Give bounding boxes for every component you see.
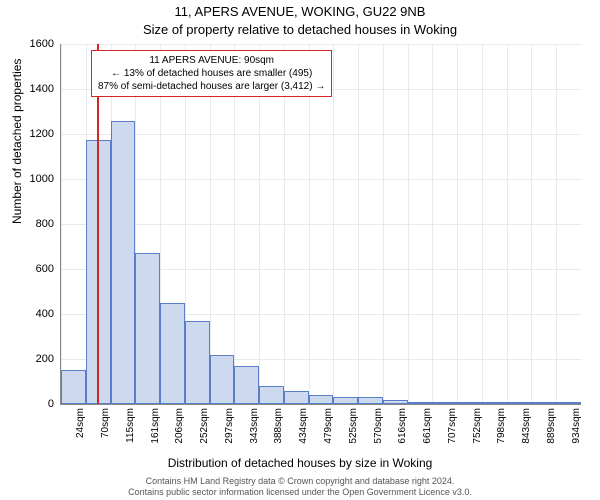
histogram-bar	[383, 400, 408, 405]
y-tick-label: 1600	[14, 38, 54, 50]
annotation-box: 11 APERS AVENUE: 90sqm ← 13% of detached…	[91, 50, 332, 97]
x-tick-label: 388sqm	[273, 408, 284, 444]
x-tick-label: 707sqm	[447, 408, 458, 444]
gridline-v	[383, 44, 384, 404]
annotation-line: ← 13% of detached houses are smaller (49…	[98, 67, 325, 80]
x-tick-label: 934sqm	[571, 408, 582, 444]
gridline-v	[457, 44, 458, 404]
footer-line: Contains public sector information licen…	[0, 487, 600, 498]
x-tick-label: 798sqm	[496, 408, 507, 444]
y-tick-label: 600	[14, 263, 54, 275]
gridline-h	[61, 44, 581, 45]
gridline-v	[408, 44, 409, 404]
x-tick-label: 206sqm	[174, 408, 185, 444]
gridline-v	[61, 44, 62, 404]
y-tick-label: 1000	[14, 173, 54, 185]
x-tick-label: 343sqm	[249, 408, 260, 444]
chart-title: 11, APERS AVENUE, WOKING, GU22 9NB	[0, 4, 600, 19]
gridline-v	[531, 44, 532, 404]
histogram-bar	[432, 402, 457, 404]
histogram-bar	[284, 391, 309, 405]
histogram-bar	[160, 303, 185, 404]
x-tick-label: 479sqm	[323, 408, 334, 444]
gridline-h	[61, 224, 581, 225]
x-tick-label: 570sqm	[373, 408, 384, 444]
histogram-bar	[408, 402, 433, 404]
x-tick-label: 252sqm	[199, 408, 210, 444]
histogram-bar	[309, 395, 334, 404]
reference-line	[97, 44, 99, 404]
plot-area: 11 APERS AVENUE: 90sqm ← 13% of detached…	[60, 44, 581, 405]
x-tick-label: 616sqm	[397, 408, 408, 444]
chart-subtitle: Size of property relative to detached ho…	[0, 22, 600, 37]
x-tick-label: 525sqm	[348, 408, 359, 444]
gridline-v	[333, 44, 334, 404]
gridline-v	[210, 44, 211, 404]
x-tick-label: 70sqm	[100, 408, 111, 438]
histogram-bar	[61, 370, 86, 404]
gridline-h	[61, 134, 581, 135]
x-tick-label: 115sqm	[125, 408, 136, 443]
x-tick-label: 752sqm	[472, 408, 483, 444]
gridline-v	[482, 44, 483, 404]
y-tick-label: 1400	[14, 83, 54, 95]
histogram-bar	[210, 355, 235, 405]
x-tick-label: 434sqm	[298, 408, 309, 444]
chart-footer: Contains HM Land Registry data © Crown c…	[0, 476, 600, 498]
x-tick-label: 843sqm	[521, 408, 532, 444]
histogram-bar	[358, 397, 383, 404]
histogram-bar	[259, 386, 284, 404]
x-axis-label: Distribution of detached houses by size …	[0, 456, 600, 470]
histogram-bar	[111, 121, 136, 405]
gridline-v	[234, 44, 235, 404]
gridline-v	[507, 44, 508, 404]
gridline-h	[61, 179, 581, 180]
histogram-bar	[135, 253, 160, 404]
histogram-bar	[185, 321, 210, 404]
footer-line: Contains HM Land Registry data © Crown c…	[0, 476, 600, 487]
gridline-v	[259, 44, 260, 404]
y-tick-label: 200	[14, 353, 54, 365]
gridline-v	[358, 44, 359, 404]
x-tick-label: 889sqm	[546, 408, 557, 444]
x-tick-label: 297sqm	[224, 408, 235, 444]
gridline-v	[309, 44, 310, 404]
histogram-bar	[531, 402, 556, 404]
x-tick-label: 24sqm	[75, 408, 86, 438]
histogram-bar	[457, 402, 482, 404]
histogram-bar	[556, 402, 581, 404]
annotation-line: 87% of semi-detached houses are larger (…	[98, 80, 325, 93]
histogram-bar	[507, 402, 532, 404]
x-tick-label: 161sqm	[150, 408, 161, 444]
histogram-bar	[482, 402, 507, 404]
annotation-line: 11 APERS AVENUE: 90sqm	[98, 54, 325, 67]
y-tick-label: 1200	[14, 128, 54, 140]
gridline-v	[284, 44, 285, 404]
property-size-chart: 11, APERS AVENUE, WOKING, GU22 9NB Size …	[0, 0, 600, 500]
gridline-v	[556, 44, 557, 404]
x-tick-label: 661sqm	[422, 408, 433, 444]
y-tick-label: 400	[14, 308, 54, 320]
histogram-bar	[234, 366, 259, 404]
y-tick-label: 0	[14, 398, 54, 410]
gridline-v	[432, 44, 433, 404]
histogram-bar	[333, 397, 358, 404]
y-tick-label: 800	[14, 218, 54, 230]
